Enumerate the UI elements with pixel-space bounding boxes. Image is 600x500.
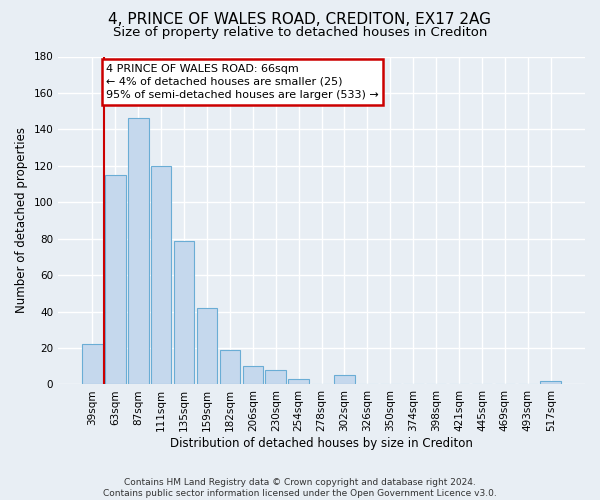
Y-axis label: Number of detached properties: Number of detached properties: [15, 128, 28, 314]
Bar: [197, 308, 217, 384]
Text: Contains HM Land Registry data © Crown copyright and database right 2024.
Contai: Contains HM Land Registry data © Crown c…: [103, 478, 497, 498]
Bar: [174, 240, 194, 384]
Text: 4 PRINCE OF WALES ROAD: 66sqm
← 4% of detached houses are smaller (25)
95% of se: 4 PRINCE OF WALES ROAD: 66sqm ← 4% of de…: [106, 64, 379, 100]
Text: 4, PRINCE OF WALES ROAD, CREDITON, EX17 2AG: 4, PRINCE OF WALES ROAD, CREDITON, EX17 …: [109, 12, 491, 28]
Bar: [151, 166, 172, 384]
Bar: [289, 379, 309, 384]
Bar: [82, 344, 103, 385]
Bar: [220, 350, 240, 384]
Bar: [105, 175, 125, 384]
Bar: [265, 370, 286, 384]
Bar: [334, 376, 355, 384]
Bar: [242, 366, 263, 384]
X-axis label: Distribution of detached houses by size in Crediton: Distribution of detached houses by size …: [170, 437, 473, 450]
Text: Size of property relative to detached houses in Crediton: Size of property relative to detached ho…: [113, 26, 487, 39]
Bar: [541, 381, 561, 384]
Bar: [128, 118, 149, 384]
